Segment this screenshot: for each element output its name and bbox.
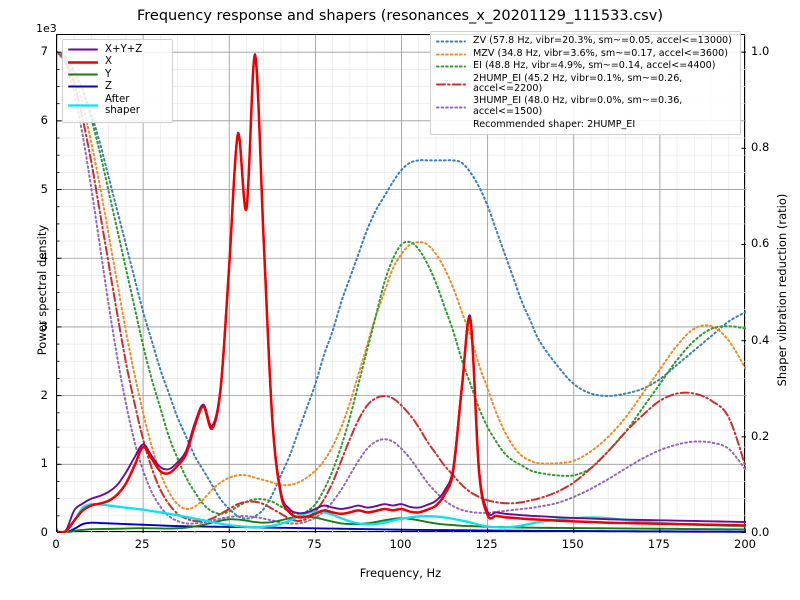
shaper-legend-swatch-icon (436, 79, 466, 90)
x-tick-150: 150 (561, 537, 584, 551)
y-tick-6: 6 (40, 112, 48, 127)
signal-legend: X+Y+Z X Y Z After shaper (62, 39, 173, 123)
x-axis-label: Frequency, Hz (359, 566, 442, 580)
shaper-legend-row[interactable]: 2HUMP_EI (45.2 Hz, vibr=0.1%, sm~=0.26, … (436, 72, 734, 95)
signal-legend-swatch-icon (68, 81, 98, 92)
shaper-legend-label: 3HUMP_EI (48.0 Hz, vibr=0.0%, sm~=0.36, … (473, 95, 683, 118)
signal-legend-row[interactable]: Z (68, 81, 166, 92)
signal-legend-swatch-icon (68, 100, 98, 111)
shaper-legend-row[interactable]: 3HUMP_EI (48.0 Hz, vibr=0.0%, sm~=0.36, … (436, 95, 734, 118)
y2-tick-0.4: 0.4 (751, 332, 770, 347)
shaper-curve-2hump_ei (57, 51, 746, 523)
y-tick-2: 2 (40, 387, 48, 402)
page-title: Frequency response and shapers (resonanc… (137, 8, 663, 24)
shaper-legend-swatch-icon (436, 61, 466, 72)
x-tick-0: 0 (52, 537, 60, 551)
x-tick-75: 75 (307, 537, 322, 551)
x-tick-25: 25 (134, 537, 150, 551)
psd-curve-x (57, 54, 746, 533)
y-axis-offset-label: 1e3 (36, 22, 57, 35)
y2-tick-1.0: 1.0 (751, 44, 770, 59)
signal-legend-label: Y (105, 68, 112, 80)
plot-canvas (57, 35, 746, 533)
shaper-legend-row[interactable]: EI (48.8 Hz, vibr=4.9%, sm~=0.14, accel<… (436, 60, 734, 72)
shaper-legend-label: ZV (57.8 Hz, vibr=20.3%, sm~=0.05, accel… (473, 35, 732, 47)
x-tick-175: 175 (647, 537, 670, 551)
signal-legend-row[interactable]: X+Y+Z (68, 44, 166, 55)
shaper-curve-mzv (57, 51, 746, 511)
signal-legend-label: X (105, 56, 112, 68)
y-tick-0: 0 (40, 525, 48, 539)
y-tick-5: 5 (40, 181, 48, 196)
y2-tick-0.8: 0.8 (751, 140, 770, 155)
signal-legend-row[interactable]: Y (68, 69, 166, 80)
signal-legend-label: X+Y+Z (105, 44, 143, 55)
signal-legend-label: After shaper (105, 93, 140, 117)
x-tick-125: 125 (475, 537, 498, 551)
y-tick-7: 7 (40, 44, 48, 59)
shaper-curve-3hump_ei (57, 51, 746, 525)
shaper-legend-swatch-icon (436, 102, 466, 113)
signal-legend-row[interactable]: X (68, 56, 166, 67)
x-tick-50: 50 (220, 537, 236, 551)
shaper-legend-label: EI (48.8 Hz, vibr=4.9%, sm~=0.14, accel<… (473, 60, 716, 72)
signal-legend-label: Z (105, 81, 112, 93)
y2-tick-0.2: 0.2 (751, 428, 770, 443)
y2-tick-0.0: 0.0 (751, 525, 770, 539)
psd-curve-z (57, 521, 746, 533)
y-tick-1: 1 (40, 456, 48, 471)
recommended-shaper-note: Recommended shaper: 2HUMP_EI (473, 119, 636, 131)
shaper-curve-zv (57, 51, 746, 520)
psd-curve-x-y-z (57, 53, 746, 533)
y2-axis-label: Shaper vibration reduction (ratio) (775, 193, 789, 387)
x-tick-200: 200 (734, 537, 756, 551)
shaper-legend-label: 2HUMP_EI (45.2 Hz, vibr=0.1%, sm~=0.26, … (473, 72, 683, 95)
y-tick-4: 4 (40, 250, 48, 265)
shaper-legend-swatch-icon (436, 49, 466, 60)
y-axis-label: Power spectral density (35, 224, 49, 356)
signal-legend-row[interactable]: After shaper (68, 94, 166, 117)
y-tick-3: 3 (40, 318, 48, 333)
shaper-legend-row[interactable]: MZV (34.8 Hz, vibr=3.6%, sm~=0.17, accel… (436, 47, 734, 60)
x-tick-100: 100 (389, 537, 412, 551)
shaper-legend-swatch-icon (436, 36, 466, 47)
shaper-curve-ei (57, 51, 746, 515)
shaper-legend-row[interactable]: ZV (57.8 Hz, vibr=20.3%, sm~=0.05, accel… (436, 35, 734, 47)
psd-curve-y (57, 515, 746, 533)
signal-legend-swatch-icon (68, 57, 98, 68)
signal-legend-swatch-icon (68, 44, 98, 55)
y2-tick-0.6: 0.6 (751, 236, 770, 251)
signal-legend-swatch-icon (68, 69, 98, 80)
shaper-legend: ZV (57.8 Hz, vibr=20.3%, sm~=0.05, accel… (430, 31, 741, 136)
shaper-legend-label: MZV (34.8 Hz, vibr=3.6%, sm~=0.17, accel… (473, 47, 728, 59)
